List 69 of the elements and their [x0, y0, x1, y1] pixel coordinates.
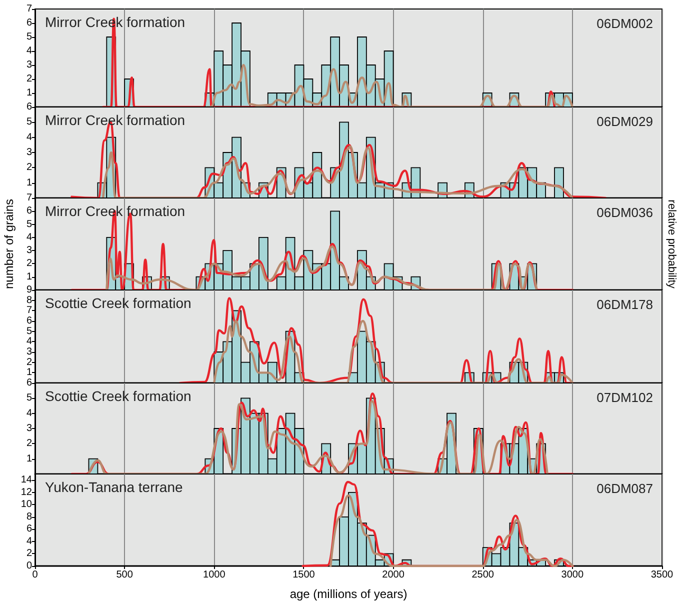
- text: 06DM178: [596, 297, 654, 312]
- y-tick-label: 6: [26, 316, 32, 326]
- x-tick-label: 1000: [203, 570, 226, 580]
- x-tick-label: 1500: [292, 570, 316, 580]
- y-tick-label: 0: [26, 560, 32, 572]
- y-tick-label: 2: [26, 548, 32, 560]
- y-tick-label: 2: [26, 438, 32, 450]
- y-tick-label: 3: [26, 423, 32, 434]
- text: 06DM002: [596, 16, 654, 31]
- y-tick-label: 1: [26, 453, 32, 464]
- y-tick-label: 8: [26, 294, 32, 306]
- y-axis-title: number of grains: [2, 198, 16, 290]
- y-tick-label: 9: [26, 284, 32, 296]
- y-tick-label: 5: [26, 218, 32, 230]
- x-tick-label: 2000: [382, 570, 405, 580]
- x-tick-label: 500: [116, 570, 134, 580]
- text: 07DM102: [596, 390, 654, 405]
- y-tick-label: 5: [26, 116, 32, 128]
- y-tick-label: 6: [26, 524, 32, 535]
- x-axis-title: age (millions of years): [290, 587, 408, 601]
- y-tick-label: 4: [26, 536, 32, 547]
- y-tick-label: 7: [26, 192, 32, 204]
- y-tick-label: 5: [26, 326, 32, 337]
- y-tick-label: 1: [26, 271, 32, 282]
- x-tick-label: 2500: [472, 570, 494, 580]
- y-tick-label: 4: [26, 132, 32, 143]
- y-tick-label: 6: [26, 206, 32, 217]
- y-tick-label: 7: [26, 305, 32, 316]
- y-tick-label: 2: [26, 258, 32, 270]
- y-tick-label: 3: [26, 147, 32, 158]
- chart-title: Scottie Creek formation: [45, 295, 192, 311]
- y-tick-label: 2: [26, 162, 32, 174]
- line-series: [213, 320, 574, 384]
- text: 06DM029: [596, 114, 654, 129]
- chart-title: Scottie Creek formation: [45, 388, 192, 404]
- chart-title: Mirror Creek formation: [45, 112, 186, 128]
- y-tick-label: 5: [26, 32, 32, 42]
- y-tick-label: 3: [26, 346, 32, 358]
- y-tick-label: 1: [26, 367, 32, 378]
- y-tick-label: 14: [20, 474, 32, 486]
- y-tick-label: 1: [26, 88, 32, 98]
- y-tick-label: 2: [26, 356, 32, 368]
- line-series: [329, 494, 574, 568]
- y-tick-label: 4: [26, 46, 32, 56]
- text: 06DM087: [596, 481, 654, 496]
- y-tick-label: 8: [26, 511, 32, 522]
- line-series: [206, 64, 574, 108]
- y-tick-label: 10: [20, 499, 32, 510]
- y-tick-label: 6: [26, 102, 32, 112]
- x-tick-label: 3500: [650, 570, 674, 580]
- line-series: [106, 246, 538, 292]
- y-tick-label: 4: [26, 408, 32, 419]
- y-tick-label: 4: [26, 336, 32, 348]
- text: 06DM036: [596, 205, 654, 220]
- y-tick-label: 3: [26, 245, 32, 256]
- chart-title: Mirror Creek formation: [45, 203, 186, 219]
- y-tick-label: 7: [26, 4, 32, 14]
- y-tick-label: 12: [20, 486, 32, 498]
- chart-title: Yukon-Tanana terrane: [45, 479, 183, 495]
- x-tick-label: 3000: [561, 570, 584, 580]
- y-tick-label: 3: [26, 60, 32, 70]
- y-tick-label: 6: [26, 18, 32, 28]
- y2-axis-title: relative probability: [666, 200, 678, 289]
- y-tick-label: 2: [26, 74, 32, 84]
- y-tick-label: 1: [26, 177, 32, 188]
- y-tick-label: 6: [26, 378, 32, 388]
- y-tick-label: 5: [26, 392, 32, 404]
- y-tick-label: 4: [26, 232, 32, 243]
- line-series: [88, 400, 548, 476]
